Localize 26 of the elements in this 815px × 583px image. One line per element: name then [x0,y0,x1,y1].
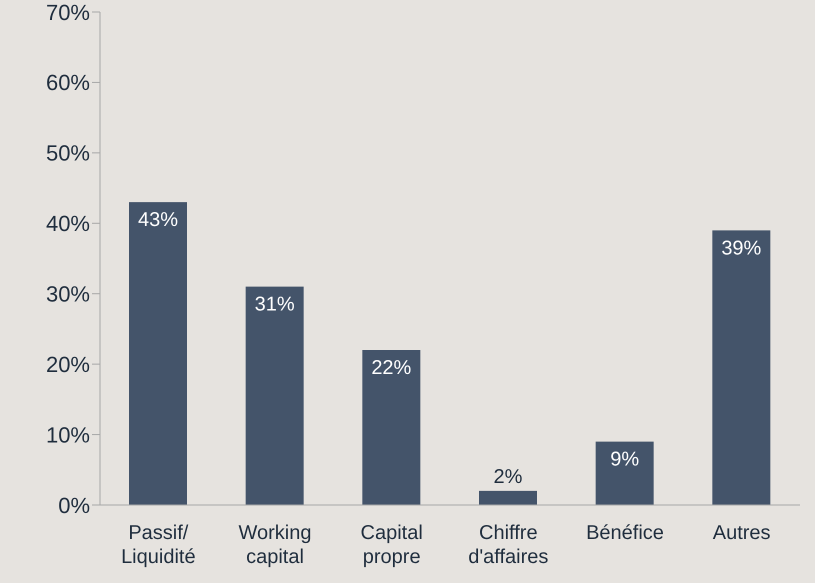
y-tick-label: 20% [46,352,90,377]
data-label: 43% [138,209,178,232]
data-label: 31% [254,294,295,316]
data-label: 9% [610,448,640,471]
y-tick-label: 60% [46,70,90,96]
x-tick-label: Chiffre d'affaires [468,522,548,568]
bar [479,490,537,505]
data-label: 2% [494,466,523,488]
bar [362,350,420,505]
x-tick-label: Passif/ Liquidité [121,522,196,568]
y-tick-label: 30% [46,282,90,307]
bar [596,442,654,505]
y-tick-label: 40% [46,211,90,236]
bar [129,202,187,505]
y-tick-label: 70% [46,0,90,25]
x-tick-label: Working capital [238,522,312,568]
y-tick-label: 50% [46,140,90,166]
y-tick-label: 10% [46,422,90,448]
x-tick-label: Bénéfice [586,522,664,544]
x-tick-label: Capital propre [360,522,423,568]
y-tick-label: 0% [58,492,90,518]
data-label: 22% [371,357,412,380]
bar [712,230,770,505]
bar [246,286,304,505]
x-tick-label: Autres [712,522,771,544]
data-label: 39% [721,237,762,260]
